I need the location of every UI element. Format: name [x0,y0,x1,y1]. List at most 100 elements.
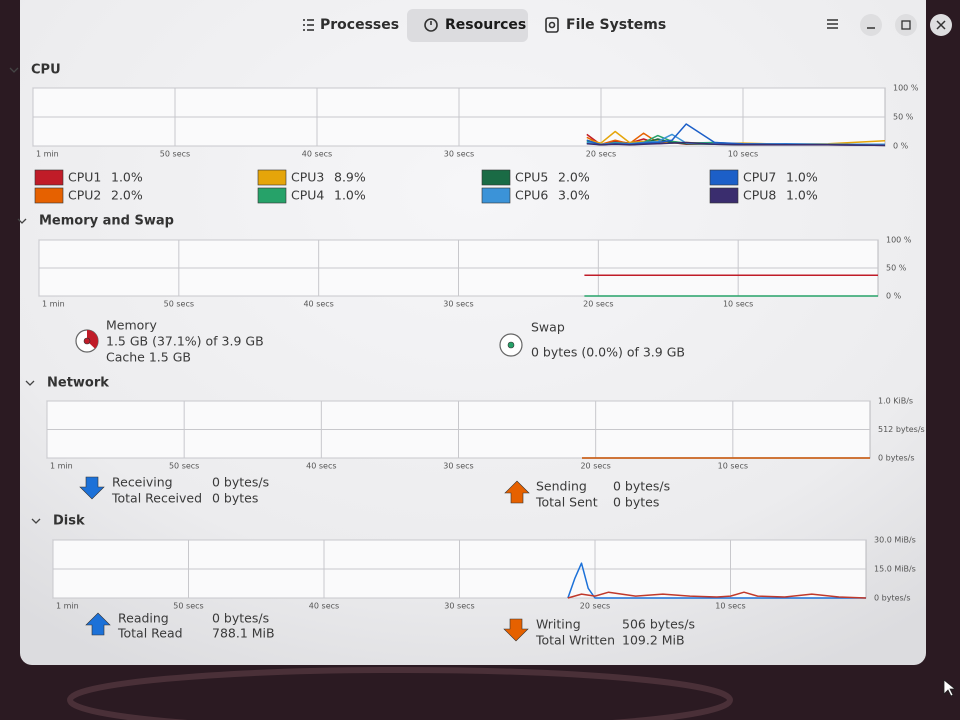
x-tick-label: 1 min [56,602,79,611]
x-tick-label: 30 secs [443,300,473,309]
active-tab-bg [407,9,528,42]
y-tick-label: 100 % [886,236,912,245]
section-title: CPU [31,63,61,78]
legend-value: 3.0% [558,188,590,203]
minimize-button[interactable] [860,14,882,36]
filesystems-icon [545,17,559,33]
y-tick-label: 0 % [886,292,902,301]
usage-label: Swap [531,320,565,335]
expander-chevron[interactable] [31,518,41,524]
traffic-value: 506 bytes/s [622,617,695,632]
traffic-label: Total Sent [535,495,598,510]
traffic-value: 0 bytes [212,491,258,506]
legend-value: 8.9% [334,170,366,185]
x-tick-label: 30 secs [443,462,473,471]
x-tick-label: 50 secs [169,462,199,471]
legend-value: 1.0% [334,188,366,203]
series-line [567,562,866,599]
tab[interactable]: File Systems [566,17,666,33]
menu-button[interactable] [827,19,838,29]
legend-swatch[interactable] [257,169,287,186]
traffic-label: Total Received [111,491,202,506]
usage-wedge [87,330,98,349]
legend-swatch[interactable] [34,169,64,186]
legend-value: 1.0% [111,170,143,185]
traffic-arrow [79,476,105,500]
series-line [567,591,867,599]
x-tick-label: 30 secs [444,602,474,611]
x-tick-label: 1 min [42,300,65,309]
legend-swatch[interactable] [709,187,739,204]
legend-value: 2.0% [111,188,143,203]
tab[interactable]: Resources [445,17,526,33]
x-tick-label: 40 secs [306,462,336,471]
legend-swatch[interactable] [34,187,64,204]
legend-swatch[interactable] [481,187,511,204]
x-tick-label: 20 secs [586,150,616,159]
usage-center [83,337,91,345]
traffic-arrow [503,618,529,642]
legend-swatch[interactable] [257,187,287,204]
x-tick-label: 1 min [36,150,59,159]
tab[interactable]: Processes [320,17,399,33]
legend-swatch[interactable] [481,169,511,186]
traffic-arrow [85,612,111,636]
usage-label: Memory [106,318,157,333]
mouse-cursor [943,679,957,697]
x-tick-label: 10 secs [728,150,758,159]
window [20,0,926,665]
traffic-value: 0 bytes [613,495,659,510]
legend-value: 1.0% [786,188,818,203]
traffic-value: 0 bytes/s [613,479,670,494]
x-tick-label: 40 secs [302,150,332,159]
x-tick-label: 40 secs [303,300,333,309]
close-button[interactable] [930,14,952,36]
traffic-value: 109.2 MiB [622,633,685,648]
series-line [586,141,886,147]
x-tick-label: 20 secs [580,602,610,611]
x-tick-label: 10 secs [718,462,748,471]
x-tick-label: 20 secs [583,300,613,309]
traffic-value: 788.1 MiB [212,626,275,641]
maximize-button[interactable] [895,14,917,36]
expander-chevron[interactable] [9,67,19,73]
traffic-label: Sending [536,479,587,494]
usage-detail: Cache 1.5 GB [106,350,191,365]
usage-detail: 1.5 GB (37.1%) of 3.9 GB [106,334,264,349]
x-tick-label: 50 secs [164,300,194,309]
legend-swatch[interactable] [709,169,739,186]
y-tick-label: 50 % [886,264,907,273]
x-tick-label: 10 secs [723,300,753,309]
section-title: Network [47,376,109,391]
traffic-label: Reading [118,611,169,626]
x-tick-label: 30 secs [444,150,474,159]
legend-name: CPU2 [68,188,101,203]
x-tick-label: 10 secs [715,602,745,611]
legend-name: CPU8 [743,188,776,203]
y-tick-label: 100 % [893,84,919,93]
traffic-value: 0 bytes/s [212,475,269,490]
traffic-label: Writing [536,617,581,632]
y-tick-label: 0 % [893,142,909,151]
x-tick-label: 20 secs [580,462,610,471]
reflection [67,667,733,720]
legend-name: CPU7 [743,170,776,185]
x-tick-label: 1 min [50,462,73,471]
legend-value: 1.0% [786,170,818,185]
legend-name: CPU3 [291,170,324,185]
usage-detail: 0 bytes (0.0%) of 3.9 GB [531,345,685,360]
traffic-label: Total Read [117,626,183,641]
x-tick-label: 50 secs [160,150,190,159]
expander-chevron[interactable] [17,218,27,224]
y-tick-label: 0 bytes/s [878,454,915,463]
traffic-arrow [504,480,530,504]
legend-value: 2.0% [558,170,590,185]
legend-name: CPU4 [291,188,324,203]
y-tick-label: 15.0 MiB/s [874,565,916,574]
x-tick-label: 50 secs [173,602,203,611]
x-tick-label: 40 secs [309,602,339,611]
legend-name: CPU1 [68,170,101,185]
y-tick-label: 50 % [893,113,914,122]
expander-chevron[interactable] [25,380,35,386]
